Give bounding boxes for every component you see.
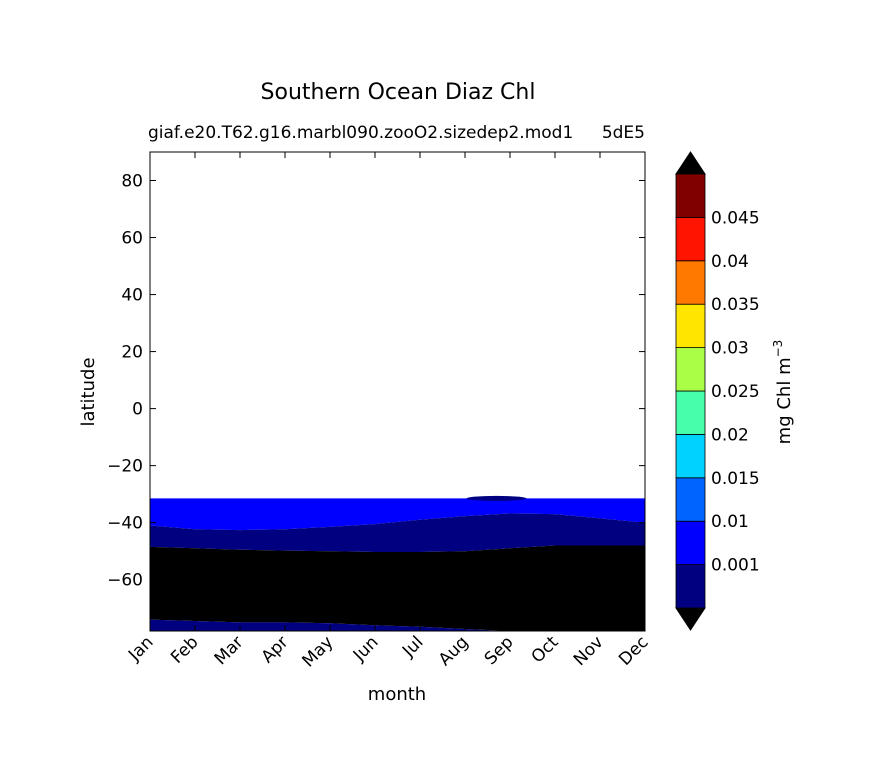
x-tick-label: Jul bbox=[398, 632, 427, 661]
contour-band-under bbox=[150, 545, 645, 631]
y-tick-label: −60 bbox=[107, 571, 143, 591]
colorbar-extend-over bbox=[675, 151, 706, 175]
colorbar-tick-label: 0.04 bbox=[711, 252, 749, 272]
colorbar-band bbox=[675, 173, 706, 218]
y-tick-label: 80 bbox=[121, 172, 143, 192]
x-tick-label: Oct bbox=[528, 632, 563, 667]
x-tick-label: Sep bbox=[481, 632, 518, 669]
x-tick-label: Nov bbox=[570, 632, 608, 670]
x-tick-label: Apr bbox=[258, 632, 293, 667]
contour-band-upper bbox=[150, 498, 645, 531]
y-tick-label: 20 bbox=[121, 343, 143, 363]
colorbar-tick-label: 0.03 bbox=[711, 339, 749, 359]
chart-subtitle-right: 5dE5 bbox=[602, 123, 645, 143]
colorbar-band bbox=[675, 477, 706, 522]
x-tick-label: Jan bbox=[124, 632, 157, 665]
chart-title: Southern Ocean Diaz Chl bbox=[261, 80, 536, 105]
x-tick-label: Feb bbox=[167, 632, 202, 667]
contour-patch-sep bbox=[466, 495, 527, 501]
colorbar-extend-under bbox=[675, 607, 706, 631]
colorbar-tick-label: 0.025 bbox=[711, 382, 760, 402]
x-tick-label: Dec bbox=[615, 632, 652, 669]
x-tick-label: May bbox=[299, 632, 338, 671]
colorbar-band bbox=[675, 303, 706, 349]
chart-subtitle-left: giaf.e20.T62.g16.marbl090.zooO2.sizedep2… bbox=[148, 123, 573, 143]
colorbar-band bbox=[675, 390, 706, 435]
colorbar-band bbox=[675, 564, 706, 609]
x-tick-label: Mar bbox=[211, 632, 248, 669]
colorbar-band bbox=[675, 433, 706, 479]
colorbar-band bbox=[675, 347, 706, 392]
colorbar-tick-label: 0.02 bbox=[711, 425, 749, 445]
x-tick-label: Jun bbox=[349, 632, 383, 666]
y-tick-label: −20 bbox=[107, 457, 143, 477]
x-axis-label: month bbox=[368, 684, 426, 705]
y-tick-label: −40 bbox=[107, 514, 143, 534]
x-tick-label: Aug bbox=[435, 632, 473, 670]
colorbar-band bbox=[675, 260, 706, 305]
colorbar-tick-label: 0.045 bbox=[711, 208, 760, 228]
colorbar-tick-label: 0.015 bbox=[711, 469, 760, 489]
colorbar-tick-label: 0.035 bbox=[711, 295, 760, 315]
colorbar-band bbox=[675, 216, 706, 262]
y-tick-label: 40 bbox=[121, 286, 143, 306]
colorbar-label-exponent: −3 bbox=[771, 340, 785, 358]
svg-text:mg Chl m−3: mg Chl m−3 bbox=[771, 340, 795, 445]
colorbar-tick-label: 0.001 bbox=[711, 556, 760, 576]
colorbar-tick-label: 0.01 bbox=[711, 512, 749, 532]
plot-frame bbox=[149, 151, 646, 632]
contour-band-coastal bbox=[150, 619, 645, 631]
colorbar-label-text: mg Chl m bbox=[774, 357, 795, 444]
contour-band-middle bbox=[150, 513, 645, 552]
colorbar-label: mg Chl m−3 bbox=[771, 340, 795, 445]
y-axis-label: latitude bbox=[78, 357, 99, 426]
y-tick-label: 0 bbox=[132, 400, 143, 420]
colorbar-band bbox=[675, 520, 706, 566]
y-tick-label: 60 bbox=[121, 229, 143, 249]
